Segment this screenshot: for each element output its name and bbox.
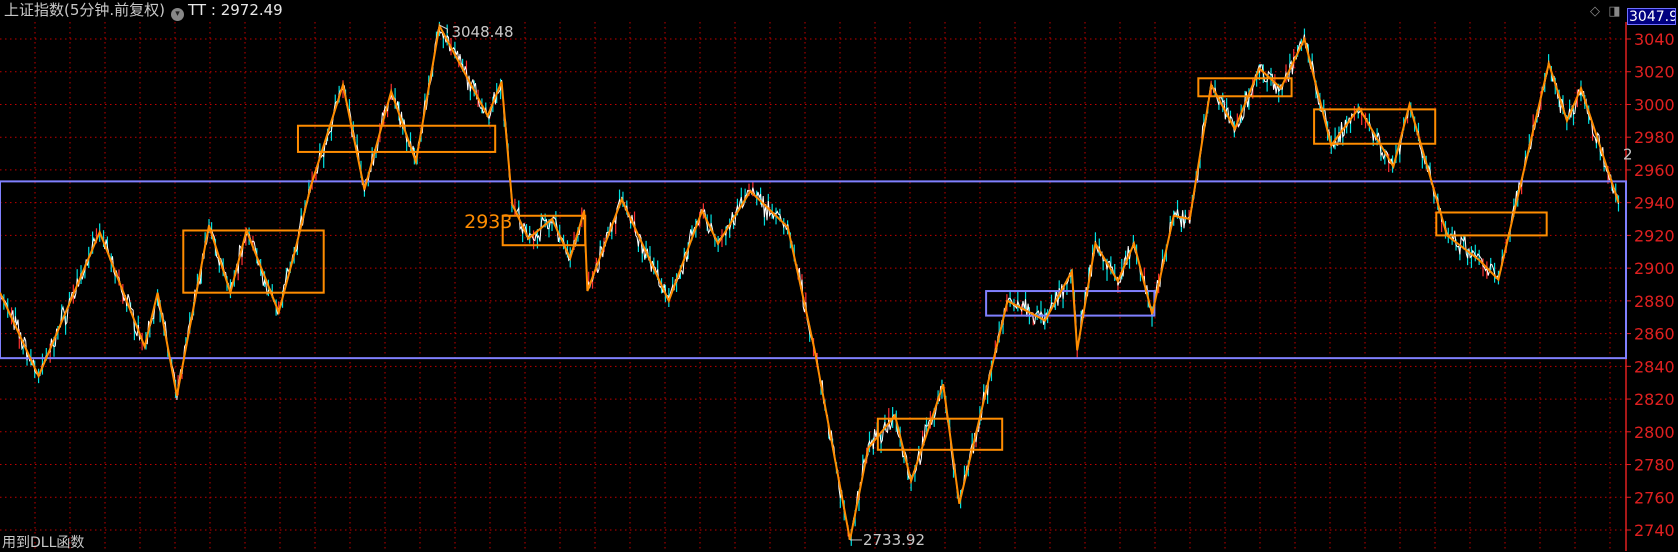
annotation-tag: 2	[1623, 146, 1633, 164]
y-tick-label: 2860	[1634, 325, 1675, 344]
annotation-high: 3048.48	[451, 23, 513, 41]
chevron-down-circle-icon[interactable]: ▾	[171, 8, 185, 21]
y-tick-label: 2800	[1634, 423, 1675, 442]
y-tick-label: 3020	[1634, 63, 1675, 82]
y-tick-label: 2920	[1634, 226, 1675, 245]
current-price-tag: 3047.9	[1627, 8, 1676, 25]
consolidation-box-orange	[182, 229, 325, 294]
y-tick-label: 2980	[1634, 128, 1675, 147]
chart-header: 上证指数(5分钟.前复权) ▾ TT : 2972.49	[4, 0, 283, 21]
y-tick-label: 2760	[1634, 488, 1675, 507]
consolidation-box-orange	[1435, 211, 1548, 237]
indicator-separator: :	[206, 1, 221, 19]
y-tick-label: 3000	[1634, 95, 1675, 114]
y-tick-label: 2900	[1634, 259, 1675, 278]
y-tick-label: 2740	[1634, 521, 1675, 540]
y-tick-label: 2960	[1634, 161, 1675, 180]
y-tick-label: 2780	[1634, 456, 1675, 475]
y-tick-label: 3040	[1634, 30, 1675, 49]
diamond-icon[interactable]: ◇	[1590, 4, 1600, 19]
consolidation-box-blue	[0, 180, 1627, 360]
y-tick-label: 2840	[1634, 357, 1675, 376]
chart-title: 上证指数(5分钟.前复权)	[4, 1, 166, 19]
footer-note: 用到DLL函数	[2, 535, 85, 551]
consolidation-box-orange	[296, 124, 497, 153]
zigzag-line	[0, 22, 1620, 540]
annotation-level: 2933	[464, 211, 512, 233]
high-marker	[439, 24, 448, 34]
consolidation-box-orange	[1313, 108, 1437, 145]
y-tick-label: 2880	[1634, 292, 1675, 311]
chart-tools: ◇ ◨	[1590, 4, 1621, 19]
indicator-name: TT	[188, 1, 207, 19]
panel-toggle-icon[interactable]: ◨	[1608, 4, 1621, 19]
consolidation-box-orange	[1197, 77, 1293, 98]
consolidation-box-orange	[876, 417, 1004, 451]
y-tick-label: 2940	[1634, 194, 1675, 213]
annotation-low: 2733.92	[863, 531, 925, 549]
y-tick-label: 2820	[1634, 390, 1675, 409]
price-line	[0, 26, 1619, 540]
indicator-value: 2972.49	[220, 1, 283, 19]
